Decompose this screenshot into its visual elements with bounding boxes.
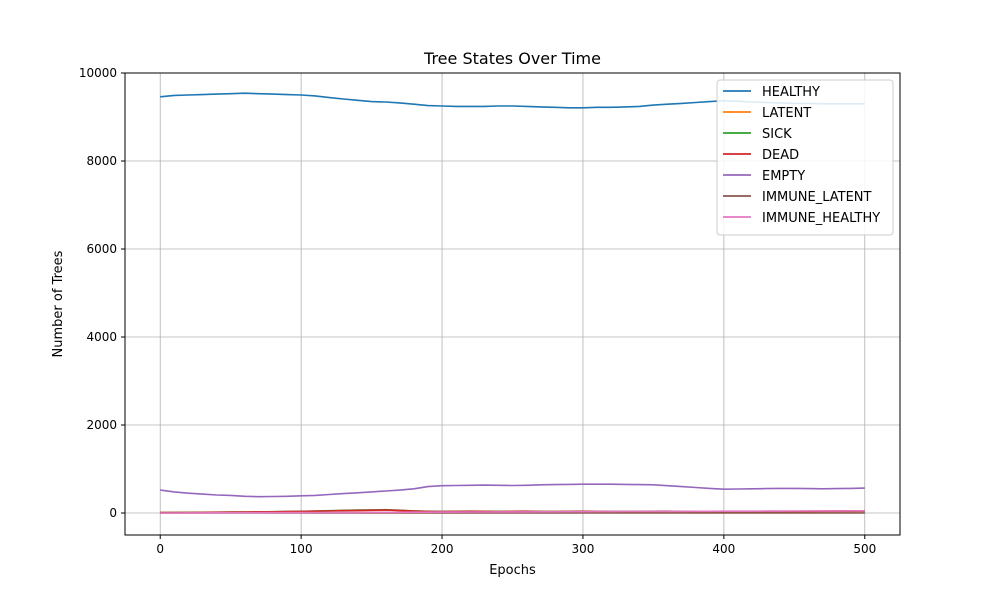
y-tick-label: 4000 (86, 330, 117, 344)
y-axis-label: Number of Trees (51, 250, 66, 357)
chart-title: Tree States Over Time (423, 49, 601, 68)
y-tick-label: 2000 (86, 418, 117, 432)
y-tick-label: 8000 (86, 154, 117, 168)
y-axis-ticks: 0 2000 4000 6000 8000 10000 (79, 66, 125, 520)
y-tick-label: 6000 (86, 242, 117, 256)
legend-label: IMMUNE_HEALTHY (762, 211, 880, 226)
x-tick-label: 400 (712, 542, 735, 556)
legend-label: HEALTHY (762, 85, 820, 100)
legend-label: DEAD (762, 148, 799, 163)
legend-label: LATENT (762, 106, 811, 121)
x-tick-label: 200 (431, 542, 454, 556)
y-tick-label: 0 (109, 506, 117, 520)
plot-frame (124, 72, 901, 536)
legend-label: IMMUNE_LATENT (762, 190, 872, 205)
series-line-immune-healthy (160, 509, 865, 514)
legend-label: SICK (762, 127, 792, 142)
x-axis-label: Epochs (489, 563, 536, 578)
series-line-empty (160, 483, 865, 498)
x-tick-label: 500 (853, 542, 876, 556)
legend-box (716, 79, 894, 236)
x-tick-label: 0 (156, 542, 164, 556)
legend-label: EMPTY (762, 169, 805, 184)
legend: HEALTHY LATENT SICK DEAD EMPTY IMMUNE_LATENT I… (716, 79, 894, 236)
x-tick-label: 300 (572, 542, 595, 556)
x-tick-label: 100 (290, 542, 313, 556)
y-tick-label: 10000 (79, 66, 117, 80)
series-lines (160, 92, 865, 514)
x-axis-ticks: 0 100 200 300 400 500 (156, 535, 876, 556)
